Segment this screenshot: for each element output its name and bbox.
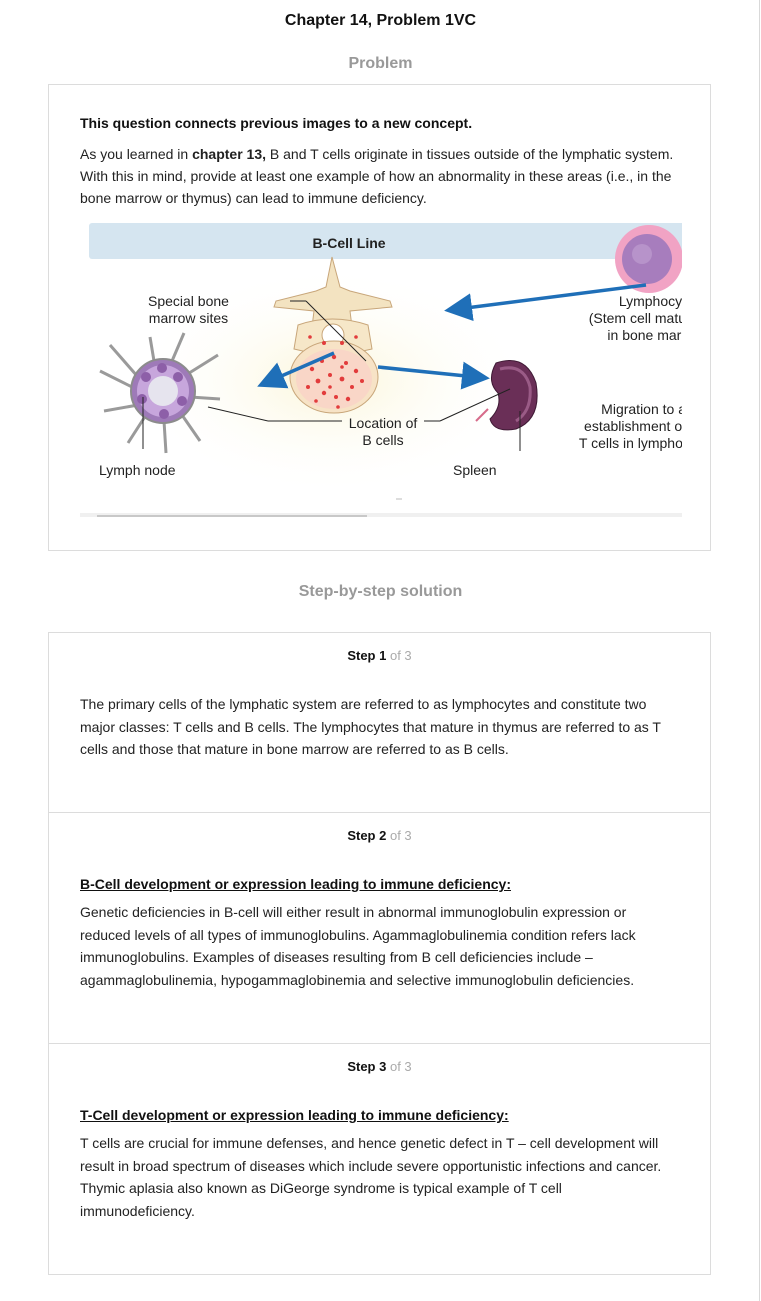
step-2-body: Genetic deficiencies in B-cell will eith… — [80, 904, 636, 988]
label-location-line2: B cells — [362, 432, 404, 448]
scroll-right-arrow-icon[interactable]: › — [666, 513, 682, 517]
step-3: Step 3 of 3 T-Cell development or expres… — [49, 1044, 710, 1274]
chapter-title: Chapter 14, Problem 1VC — [284, 12, 477, 29]
step-1-label: Step 1 — [347, 648, 387, 663]
spleen-icon — [475, 360, 538, 431]
label-spleen: Spleen — [453, 462, 497, 478]
solution-heading: Step-by-step solution — [298, 583, 463, 600]
problem-box: This question connects previous images t… — [48, 84, 711, 551]
step-3-of: of 3 — [389, 1059, 412, 1074]
label-special-bone-line1: Special bone — [148, 293, 229, 309]
label-migration: Migration to a establishment of T cells … — [554, 401, 682, 452]
label-migration-line2: establishment of — [584, 418, 682, 434]
step-2-of: of 3 — [389, 828, 412, 843]
step-1: Step 1 of 3 The primary cells of the lym… — [49, 633, 710, 813]
step-1-body: The primary cells of the lymphatic syste… — [80, 696, 661, 757]
step-2: Step 2 of 3 B-Cell development or expres… — [49, 813, 710, 1044]
step-2-title: Step 2 of 3 — [49, 828, 710, 843]
b-cell-line-figure[interactable]: B-Cell Line — [80, 221, 682, 517]
step-3-body: T cells are crucial for immune defenses,… — [80, 1135, 662, 1219]
lymph-node-icon — [99, 332, 221, 454]
label-migration-line1: Migration to a — [601, 401, 682, 417]
label-lymphocyte-line1: Lymphocyt — [618, 293, 682, 309]
page-right-border — [759, 0, 760, 1301]
label-location-b-cells: Location of B cells — [344, 415, 422, 449]
figure-header-bar: B-Cell Line — [89, 223, 682, 259]
step-2-heading: B-Cell development or expression leading… — [80, 876, 511, 892]
problem-text: As you learned in chapter 13, B and T ce… — [80, 143, 680, 209]
scrollbar-thumb[interactable] — [97, 515, 367, 517]
label-lymphocyte-line3: in bone marr — [607, 327, 682, 343]
step-2-label: Step 2 — [347, 828, 387, 843]
label-lymphocyte: Lymphocyt (Stem cell matu in bone marr — [576, 293, 682, 344]
label-location-line1: Location of — [348, 415, 418, 431]
label-migration-line3: T cells in lymphoi — [578, 435, 682, 451]
step-3-label: Step 3 — [347, 1059, 387, 1074]
step-3-heading: T-Cell development or expression leading… — [80, 1107, 509, 1123]
label-special-bone-line2: marrow sites — [148, 310, 229, 326]
vertebra-bone-icon — [273, 256, 393, 414]
lymphocyte-cell-icon — [615, 225, 682, 293]
solution-box: Step 1 of 3 The primary cells of the lym… — [48, 632, 711, 1275]
step-1-title: Step 1 of 3 — [49, 648, 710, 663]
step-1-of: of 3 — [389, 648, 412, 663]
problem-lead: This question connects previous images t… — [80, 115, 473, 131]
label-special-bone-marrow: Special bone marrow sites — [148, 293, 229, 327]
label-lymph-node: Lymph node — [99, 462, 176, 478]
problem-chapter-ref: chapter 13, — [192, 146, 267, 162]
figure-header-title: B-Cell Line — [312, 235, 386, 251]
label-lymphocyte-line2: (Stem cell matu — [588, 310, 682, 326]
problem-heading: Problem — [348, 55, 413, 72]
figure-horizontal-scrollbar[interactable]: ‹ › — [80, 513, 682, 517]
problem-text-start: As you learned in — [80, 146, 193, 162]
leader-lines — [142, 300, 521, 451]
problem-text-end: B and T cells originate in tissues outsi… — [80, 146, 674, 206]
scroll-left-arrow-icon[interactable]: ‹ — [80, 513, 96, 517]
migration-arrows — [257, 283, 647, 390]
step-3-title: Step 3 of 3 — [49, 1059, 710, 1074]
figure-illustration — [99, 225, 682, 500]
